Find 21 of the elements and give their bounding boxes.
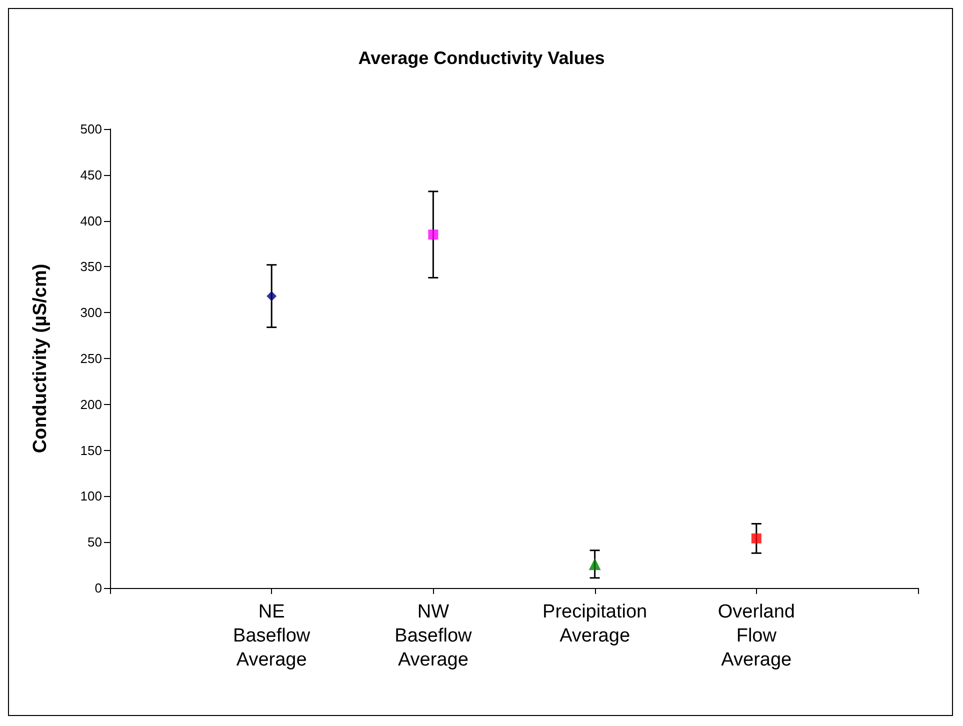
y-tick-label: 150 bbox=[80, 442, 102, 458]
y-tick-label: 250 bbox=[80, 351, 102, 366]
y-tick-label: 500 bbox=[80, 122, 102, 136]
x-tick-label: Overland Flow Average bbox=[718, 602, 795, 670]
y-tick-label: 50 bbox=[88, 534, 102, 550]
y-tick-label: 100 bbox=[80, 488, 102, 504]
y-tick-label: 200 bbox=[80, 396, 102, 412]
x-tick-label: Precipitation Average bbox=[542, 602, 648, 646]
point bbox=[266, 291, 277, 302]
y-tick-label: 450 bbox=[80, 167, 102, 182]
x-tick-label: NW Baseflow Average bbox=[394, 602, 472, 670]
y-tick-label: 0 bbox=[94, 580, 102, 596]
chart-title: Average Conductivity Values bbox=[358, 48, 605, 68]
y-tick-label: 300 bbox=[80, 305, 102, 320]
y-tick-label: 400 bbox=[80, 213, 102, 228]
y-tick-label: 350 bbox=[80, 259, 102, 274]
x-tick-label: NE Baseflow Average bbox=[233, 602, 310, 670]
point bbox=[751, 533, 762, 544]
point bbox=[428, 230, 438, 240]
y-axis-title: Conductivity (µS/cm) bbox=[30, 264, 51, 454]
point bbox=[588, 558, 601, 570]
